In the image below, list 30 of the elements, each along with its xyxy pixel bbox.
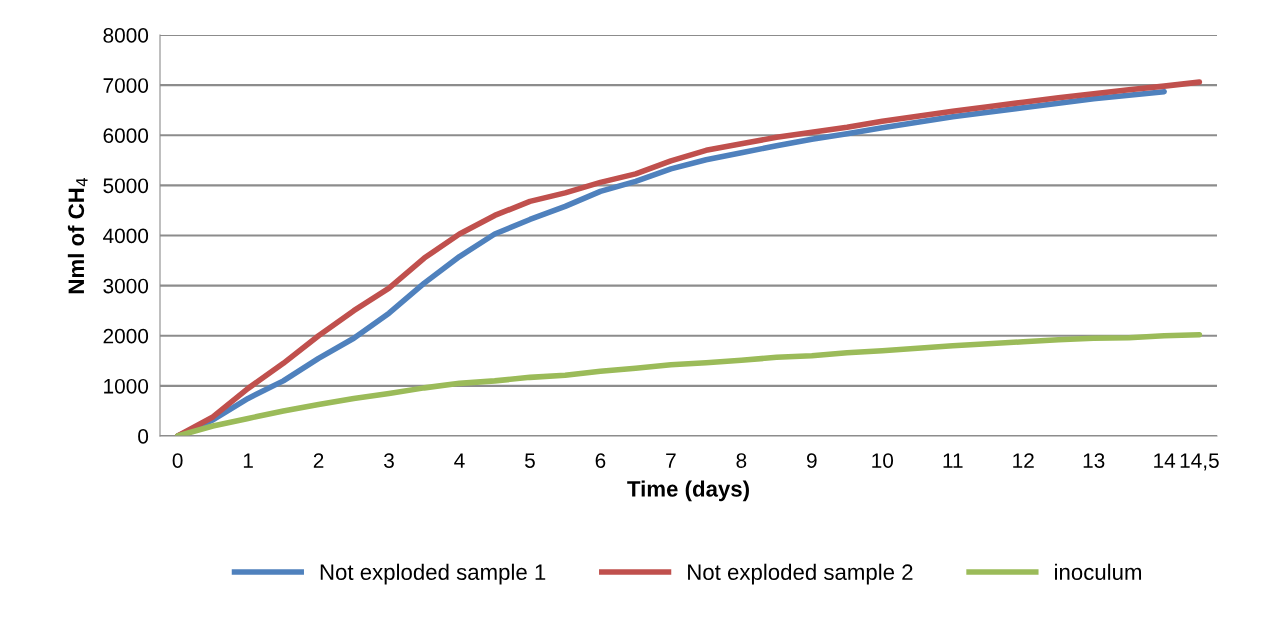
x-tick-label: 6 (595, 453, 606, 468)
y-tick-label: 2000 (103, 328, 149, 344)
x-axis-title: Time (days) (627, 480, 749, 502)
x-tick-label: 9 (807, 453, 817, 468)
x-tick-label: 2 (313, 453, 324, 468)
y-tick-label: 7000 (103, 78, 149, 93)
x-tick-label: 14,5 (1180, 453, 1219, 471)
y-tick-label: 8000 (103, 28, 149, 43)
x-tick-label: 12 (1013, 453, 1034, 468)
x-tick-label: 4 (454, 453, 465, 468)
x-tick-label: 7 (666, 453, 676, 468)
x-tick-label: 0 (172, 453, 183, 468)
y-tick-label: 3000 (103, 278, 149, 294)
legend-label: Not exploded sample 2 (688, 563, 913, 585)
x-tick-label: 11 (943, 453, 963, 468)
x-tick-label: 8 (736, 453, 747, 468)
x-tick-label: 13 (1083, 453, 1105, 468)
y-tick-label: 6000 (103, 128, 149, 143)
y-tick-label: 4000 (103, 228, 149, 244)
legend-label: Not exploded sample 1 (320, 563, 546, 585)
x-tick-label: 14 (1154, 453, 1176, 468)
y-axis-title: Nml of CH$_{4}$ (67, 177, 88, 294)
y-tick-label: 0 (138, 429, 149, 444)
y-tick-label: 1000 (104, 378, 149, 394)
x-tick-label: 10 (872, 453, 894, 468)
y-tick-label: 5000 (103, 178, 149, 194)
legend-label: inoculum (1055, 563, 1142, 581)
x-tick-label: 3 (384, 453, 394, 468)
x-tick-label: 5 (524, 453, 535, 468)
x-tick-label: 1 (243, 453, 253, 468)
